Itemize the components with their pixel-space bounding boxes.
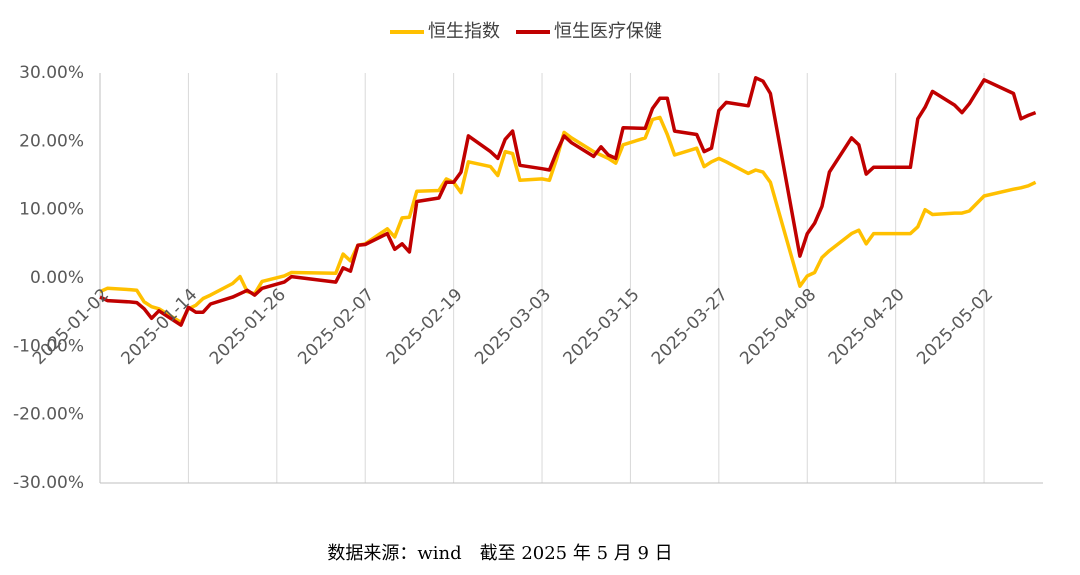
y-tick-label: -30.00% <box>13 473 84 493</box>
y-tick-label: 0.00% <box>30 268 84 288</box>
y-tick-label: 30.00% <box>19 63 84 83</box>
y-tick-label: -20.00% <box>13 405 84 425</box>
legend-label: 恒生医疗保健 <box>554 21 662 42</box>
legend-label: 恒生指数 <box>428 21 500 42</box>
y-tick-label: 20.00% <box>19 131 84 151</box>
y-tick-label: 10.00% <box>19 200 84 220</box>
source-note: 数据来源：wind 截至 2025 年 5 月 9 日 <box>327 543 672 564</box>
series-line <box>99 76 1037 327</box>
y-tick-label: -10.00% <box>13 336 84 356</box>
